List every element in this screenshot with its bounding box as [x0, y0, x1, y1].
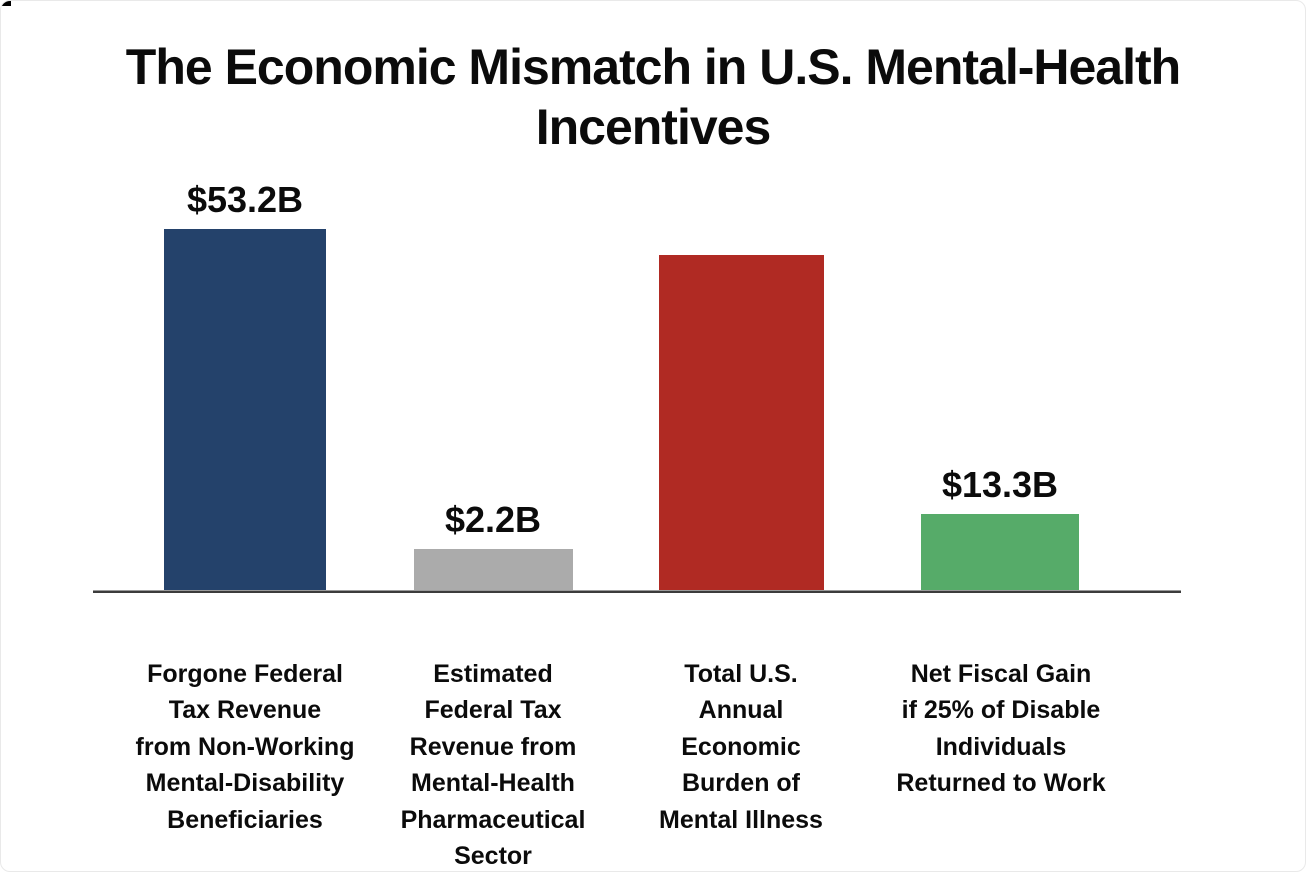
category-label-pharma-revenue-text: Estimated Federal Tax Revenue from Menta…	[400, 659, 586, 871]
chart-title-line2: Incentives	[535, 99, 772, 155]
bar-forgone-federal-tax-revenue	[164, 229, 326, 591]
value-label-forgone-revenue: $53.2B	[186, 179, 304, 220]
category-label-pharma-revenue: Estimated Federal Tax Revenue from Menta…	[348, 619, 638, 871]
value-label-net-fiscal-gain: $13.3B	[941, 464, 1059, 505]
category-label-economic-burden-text: Total U.S. Annual Economic Burden of Men…	[659, 659, 823, 834]
category-label-economic-burden: Total U.S. Annual Economic Burden of Men…	[596, 619, 886, 871]
category-label-net-fiscal-gain: Net Fiscal Gain if 25% of Disable Indivi…	[851, 619, 1151, 838]
bar-total-economic-burden	[659, 255, 824, 591]
chart-title: The Economic Mismatch in U.S. Mental-Hea…	[1, 37, 1305, 157]
bar-pharma-federal-tax-revenue	[414, 549, 573, 591]
category-label-forgone-revenue: Forgone Federal Tax Revenue from Non-Wor…	[100, 619, 390, 871]
category-label-forgone-revenue-text: Forgone Federal Tax Revenue from Non-Wor…	[135, 659, 355, 834]
bar-net-fiscal-gain	[921, 514, 1079, 591]
value-label-pharma-revenue: $2.2B	[444, 499, 542, 540]
chart-title-line1: The Economic Mismatch in U.S. Mental-Hea…	[125, 39, 1181, 95]
x-axis-line	[93, 590, 1181, 593]
category-label-net-fiscal-gain-text: Net Fiscal Gain if 25% of Disable Indivi…	[896, 659, 1106, 798]
corner-artifact	[1, 1, 11, 6]
